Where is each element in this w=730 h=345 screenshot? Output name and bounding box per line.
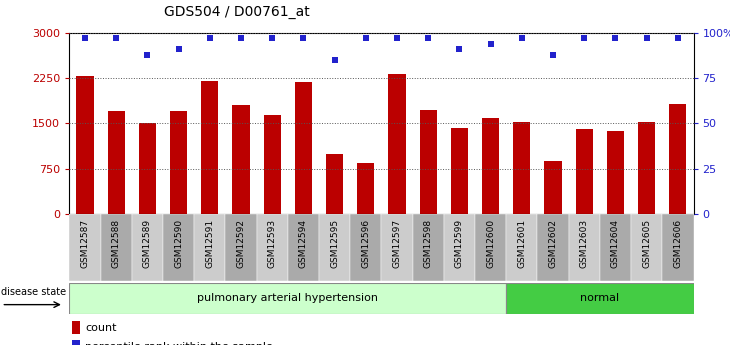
Bar: [107, 111, 125, 214]
Bar: [72, 340, 80, 345]
Bar: [482, 118, 499, 214]
Point: [672, 36, 684, 41]
Bar: [319, 214, 350, 281]
Text: GSM12601: GSM12601: [518, 219, 526, 268]
Point: [79, 36, 91, 41]
Bar: [101, 214, 132, 281]
Bar: [537, 214, 569, 281]
Text: GSM12595: GSM12595: [330, 219, 339, 268]
Bar: [69, 214, 101, 281]
Text: GSM12597: GSM12597: [393, 219, 402, 268]
Point: [641, 36, 653, 41]
Point: [360, 36, 372, 41]
Point: [485, 41, 496, 46]
Bar: [194, 214, 226, 281]
Bar: [576, 129, 593, 214]
Point: [110, 36, 122, 41]
Text: count: count: [85, 323, 117, 333]
Bar: [569, 214, 600, 281]
Bar: [638, 122, 656, 214]
Bar: [232, 105, 250, 214]
Text: GSM12602: GSM12602: [548, 219, 558, 268]
Bar: [381, 214, 412, 281]
Bar: [226, 214, 257, 281]
Point: [548, 52, 559, 57]
Bar: [662, 214, 694, 281]
Text: GSM12600: GSM12600: [486, 219, 495, 268]
Bar: [631, 214, 662, 281]
Bar: [326, 154, 343, 214]
Bar: [388, 74, 406, 214]
Bar: [451, 128, 468, 214]
Bar: [412, 214, 444, 281]
Text: GSM12589: GSM12589: [143, 219, 152, 268]
Bar: [170, 111, 187, 214]
Text: GSM12606: GSM12606: [673, 219, 683, 268]
Text: GSM12588: GSM12588: [112, 219, 120, 268]
Text: GDS504 / D00761_at: GDS504 / D00761_at: [164, 5, 310, 19]
Bar: [475, 214, 507, 281]
Bar: [264, 115, 281, 214]
Bar: [201, 81, 218, 214]
Bar: [350, 214, 381, 281]
Point: [173, 46, 185, 52]
Bar: [357, 162, 374, 214]
Bar: [545, 161, 561, 214]
Text: GSM12593: GSM12593: [268, 219, 277, 268]
Bar: [131, 214, 163, 281]
Point: [610, 36, 621, 41]
Text: GSM12590: GSM12590: [174, 219, 183, 268]
Bar: [72, 321, 80, 335]
Point: [328, 57, 340, 63]
Text: GSM12587: GSM12587: [80, 219, 90, 268]
Bar: [607, 130, 624, 214]
Point: [142, 52, 153, 57]
Text: GSM12592: GSM12592: [237, 219, 245, 268]
Text: disease state: disease state: [1, 287, 66, 297]
Bar: [257, 214, 288, 281]
Text: GSM12596: GSM12596: [361, 219, 370, 268]
Text: GSM12604: GSM12604: [611, 219, 620, 268]
Text: percentile rank within the sample: percentile rank within the sample: [85, 342, 273, 345]
Bar: [444, 214, 475, 281]
Text: normal: normal: [580, 294, 620, 303]
Text: GSM12591: GSM12591: [205, 219, 215, 268]
Bar: [507, 283, 694, 314]
Bar: [288, 214, 319, 281]
Bar: [69, 283, 507, 314]
Bar: [507, 214, 537, 281]
Text: GSM12603: GSM12603: [580, 219, 589, 268]
Text: pulmonary arterial hypertension: pulmonary arterial hypertension: [197, 294, 378, 303]
Point: [235, 36, 247, 41]
Bar: [513, 122, 531, 214]
Text: GSM12605: GSM12605: [642, 219, 651, 268]
Point: [266, 36, 278, 41]
Point: [453, 46, 465, 52]
Point: [204, 36, 215, 41]
Text: GSM12598: GSM12598: [423, 219, 433, 268]
Point: [391, 36, 403, 41]
Bar: [163, 214, 194, 281]
Point: [516, 36, 528, 41]
Bar: [420, 110, 437, 214]
Text: GSM12599: GSM12599: [455, 219, 464, 268]
Bar: [77, 76, 93, 214]
Point: [298, 36, 310, 41]
Bar: [600, 214, 631, 281]
Point: [578, 36, 590, 41]
Bar: [139, 123, 156, 214]
Text: GSM12594: GSM12594: [299, 219, 308, 268]
Bar: [669, 104, 686, 214]
Bar: [295, 82, 312, 214]
Point: [423, 36, 434, 41]
